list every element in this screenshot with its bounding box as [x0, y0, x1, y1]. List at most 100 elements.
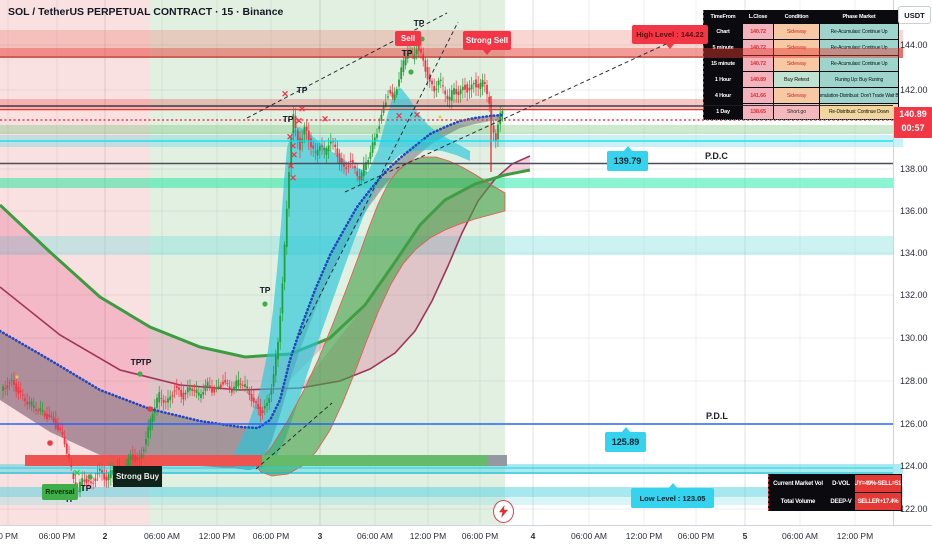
- marker-✕: ✕: [290, 150, 298, 160]
- candle-countdown: 00:57: [901, 123, 925, 133]
- table-cell: 1 Day: [704, 104, 742, 119]
- event-lightning-icon[interactable]: [493, 500, 514, 523]
- table-cell: 140.89: [743, 72, 773, 87]
- level-line-overlay: [703, 105, 893, 107]
- marker-✕: ✕: [287, 161, 295, 171]
- pdl-price-badge: 125.89: [605, 427, 646, 452]
- table-cell: Condition: [774, 11, 819, 23]
- time-tick: 06:00 PM: [677, 531, 715, 541]
- last-price-value: 140.89: [899, 109, 927, 119]
- table-cell: Re-Acumulasi: Continue Up: [820, 56, 898, 71]
- phase-market-table: TimeFrom L.Close Condition Phase Market Char…: [703, 10, 899, 120]
- resistance-band-overlay: [703, 48, 903, 58]
- strong-buy-signal-badge: Strong Buy: [113, 466, 162, 487]
- marker-✕: ✕: [289, 173, 297, 183]
- table-cell: Phase Market: [820, 11, 898, 23]
- table-cell: Current Market Vol: [769, 475, 827, 492]
- price-tick-128.00: 128.00: [900, 376, 928, 386]
- marker-✕: ✕: [295, 116, 303, 126]
- marker-✕: ✕: [321, 114, 329, 124]
- time-tick: 06:00 PM: [252, 531, 290, 541]
- marker-tp: TP: [141, 357, 152, 367]
- time-tick: 06:00 AM: [144, 531, 180, 541]
- price-tick-126.00: 126.00: [900, 419, 928, 429]
- time-tick: 3: [317, 531, 323, 541]
- table-cell: 140.72: [743, 24, 773, 39]
- marker-✕: ✕: [395, 111, 403, 121]
- price-tick-136.00: 136.00: [900, 206, 928, 216]
- time-tick: 2: [102, 531, 108, 541]
- table-cell: DEEP-V: [828, 493, 854, 510]
- table-cell: 5 minute: [704, 40, 742, 55]
- table-cell: Re-Acumulasi: Continue Up: [820, 40, 898, 55]
- table-cell: D-VOL: [828, 475, 854, 492]
- low-level-badge: Low Level : 123.05: [631, 483, 714, 508]
- marker-tp: TP: [81, 483, 92, 493]
- table-cell: 141.66: [743, 88, 773, 103]
- table-cell: Accumulation-Distribusi: Don't Trade Wai…: [820, 88, 898, 103]
- marker-tp: TP: [297, 85, 308, 95]
- table-cell: SELLER+17.4%: [855, 493, 901, 510]
- currency-toggle-button[interactable]: USDT: [898, 6, 931, 24]
- pdc-label: P.D.C: [705, 151, 728, 161]
- time-tick: 06:00 PM: [38, 531, 76, 541]
- price-tick-132.00: 132.00: [900, 290, 928, 300]
- marker-✕: ✕: [281, 89, 289, 99]
- table-cell: BUY=49%-SELL=51%: [855, 475, 901, 492]
- price-dotted-line-overlay: [703, 119, 896, 120]
- price-axis[interactable]: 144.00 142.00 138.00 136.00 134.00 132.00 130.…: [893, 0, 932, 525]
- price-tick-134.00: 134.00: [900, 248, 928, 258]
- marker-✕: ✕: [289, 141, 297, 151]
- strong-sell-signal-badge: Strong Sell: [463, 31, 511, 55]
- price-tick-122.00: 122.00: [900, 504, 928, 514]
- last-price-badge: 140.89 00:57: [894, 107, 932, 138]
- table-cell: Total Volume: [769, 493, 827, 510]
- table-cell: Re-Acumulasi: Continue Up: [820, 24, 898, 39]
- table-cell: L.Close: [743, 11, 773, 23]
- table-cell: Sideway: [774, 56, 819, 71]
- marker-✕: ✕: [298, 104, 306, 114]
- time-tick: 06:00 AM: [357, 531, 393, 541]
- table-cell: Sideway: [774, 40, 819, 55]
- price-tick-138.00: 138.00: [900, 164, 928, 174]
- pdc-price-badge: 139.79: [607, 146, 648, 171]
- time-tick: 5: [742, 531, 748, 541]
- marker-✕: ✕: [413, 110, 421, 120]
- marker-tp: TP: [131, 357, 142, 367]
- time-axis[interactable]: 0 PM 06:00 PM 2 06:00 AM 12:00 PM 06:00 PM 3 06…: [0, 525, 932, 550]
- price-tick-130.00: 130.00: [900, 333, 928, 343]
- table-cell: 140.72: [743, 56, 773, 71]
- time-tick: 12:00 PM: [625, 531, 663, 541]
- table-cell: 15 minute: [704, 56, 742, 71]
- table-cell: Sideway: [774, 88, 819, 103]
- table-cell: Buy Retest: [774, 72, 819, 87]
- time-tick: 12:00 PM: [836, 531, 874, 541]
- time-tick: 06:00 AM: [571, 531, 607, 541]
- time-tick: 12:00 PM: [409, 531, 447, 541]
- marker-tp: TP: [260, 285, 271, 295]
- table-cell: 1 Hour: [704, 72, 742, 87]
- sell-signal-badge: Sell: [395, 31, 421, 46]
- time-tick: 06:00 PM: [461, 531, 499, 541]
- symbol-title: SOL / TetherUS PERPETUAL CONTRACT · 15 ·…: [8, 6, 284, 18]
- time-tick: 0 PM: [0, 531, 18, 541]
- time-tick: 12:00 PM: [198, 531, 236, 541]
- table-cell: Chart: [704, 24, 742, 39]
- table-cell: 4 Hour: [704, 88, 742, 103]
- marker-tp: TP: [414, 18, 425, 28]
- time-tick: 06:00 AM: [782, 531, 818, 541]
- table-cell: Short.go: [774, 104, 819, 119]
- table-cell: TimeFrom: [704, 11, 742, 23]
- table-cell: Sideway: [774, 24, 819, 39]
- marker-tp: TP: [402, 48, 413, 58]
- time-tick: 4: [530, 531, 536, 541]
- table-cell: 140.72: [743, 40, 773, 55]
- table-cell: Runing Up: Buy Runing: [820, 72, 898, 87]
- table-cell: Re-Distribusi: Continue Down: [820, 104, 898, 119]
- marker-✕: ✕: [73, 468, 81, 478]
- price-tick-142.00: 142.00: [900, 85, 928, 95]
- pdl-label: P.D.L: [706, 411, 728, 421]
- reversal-signal-badge: Reversal: [42, 484, 78, 500]
